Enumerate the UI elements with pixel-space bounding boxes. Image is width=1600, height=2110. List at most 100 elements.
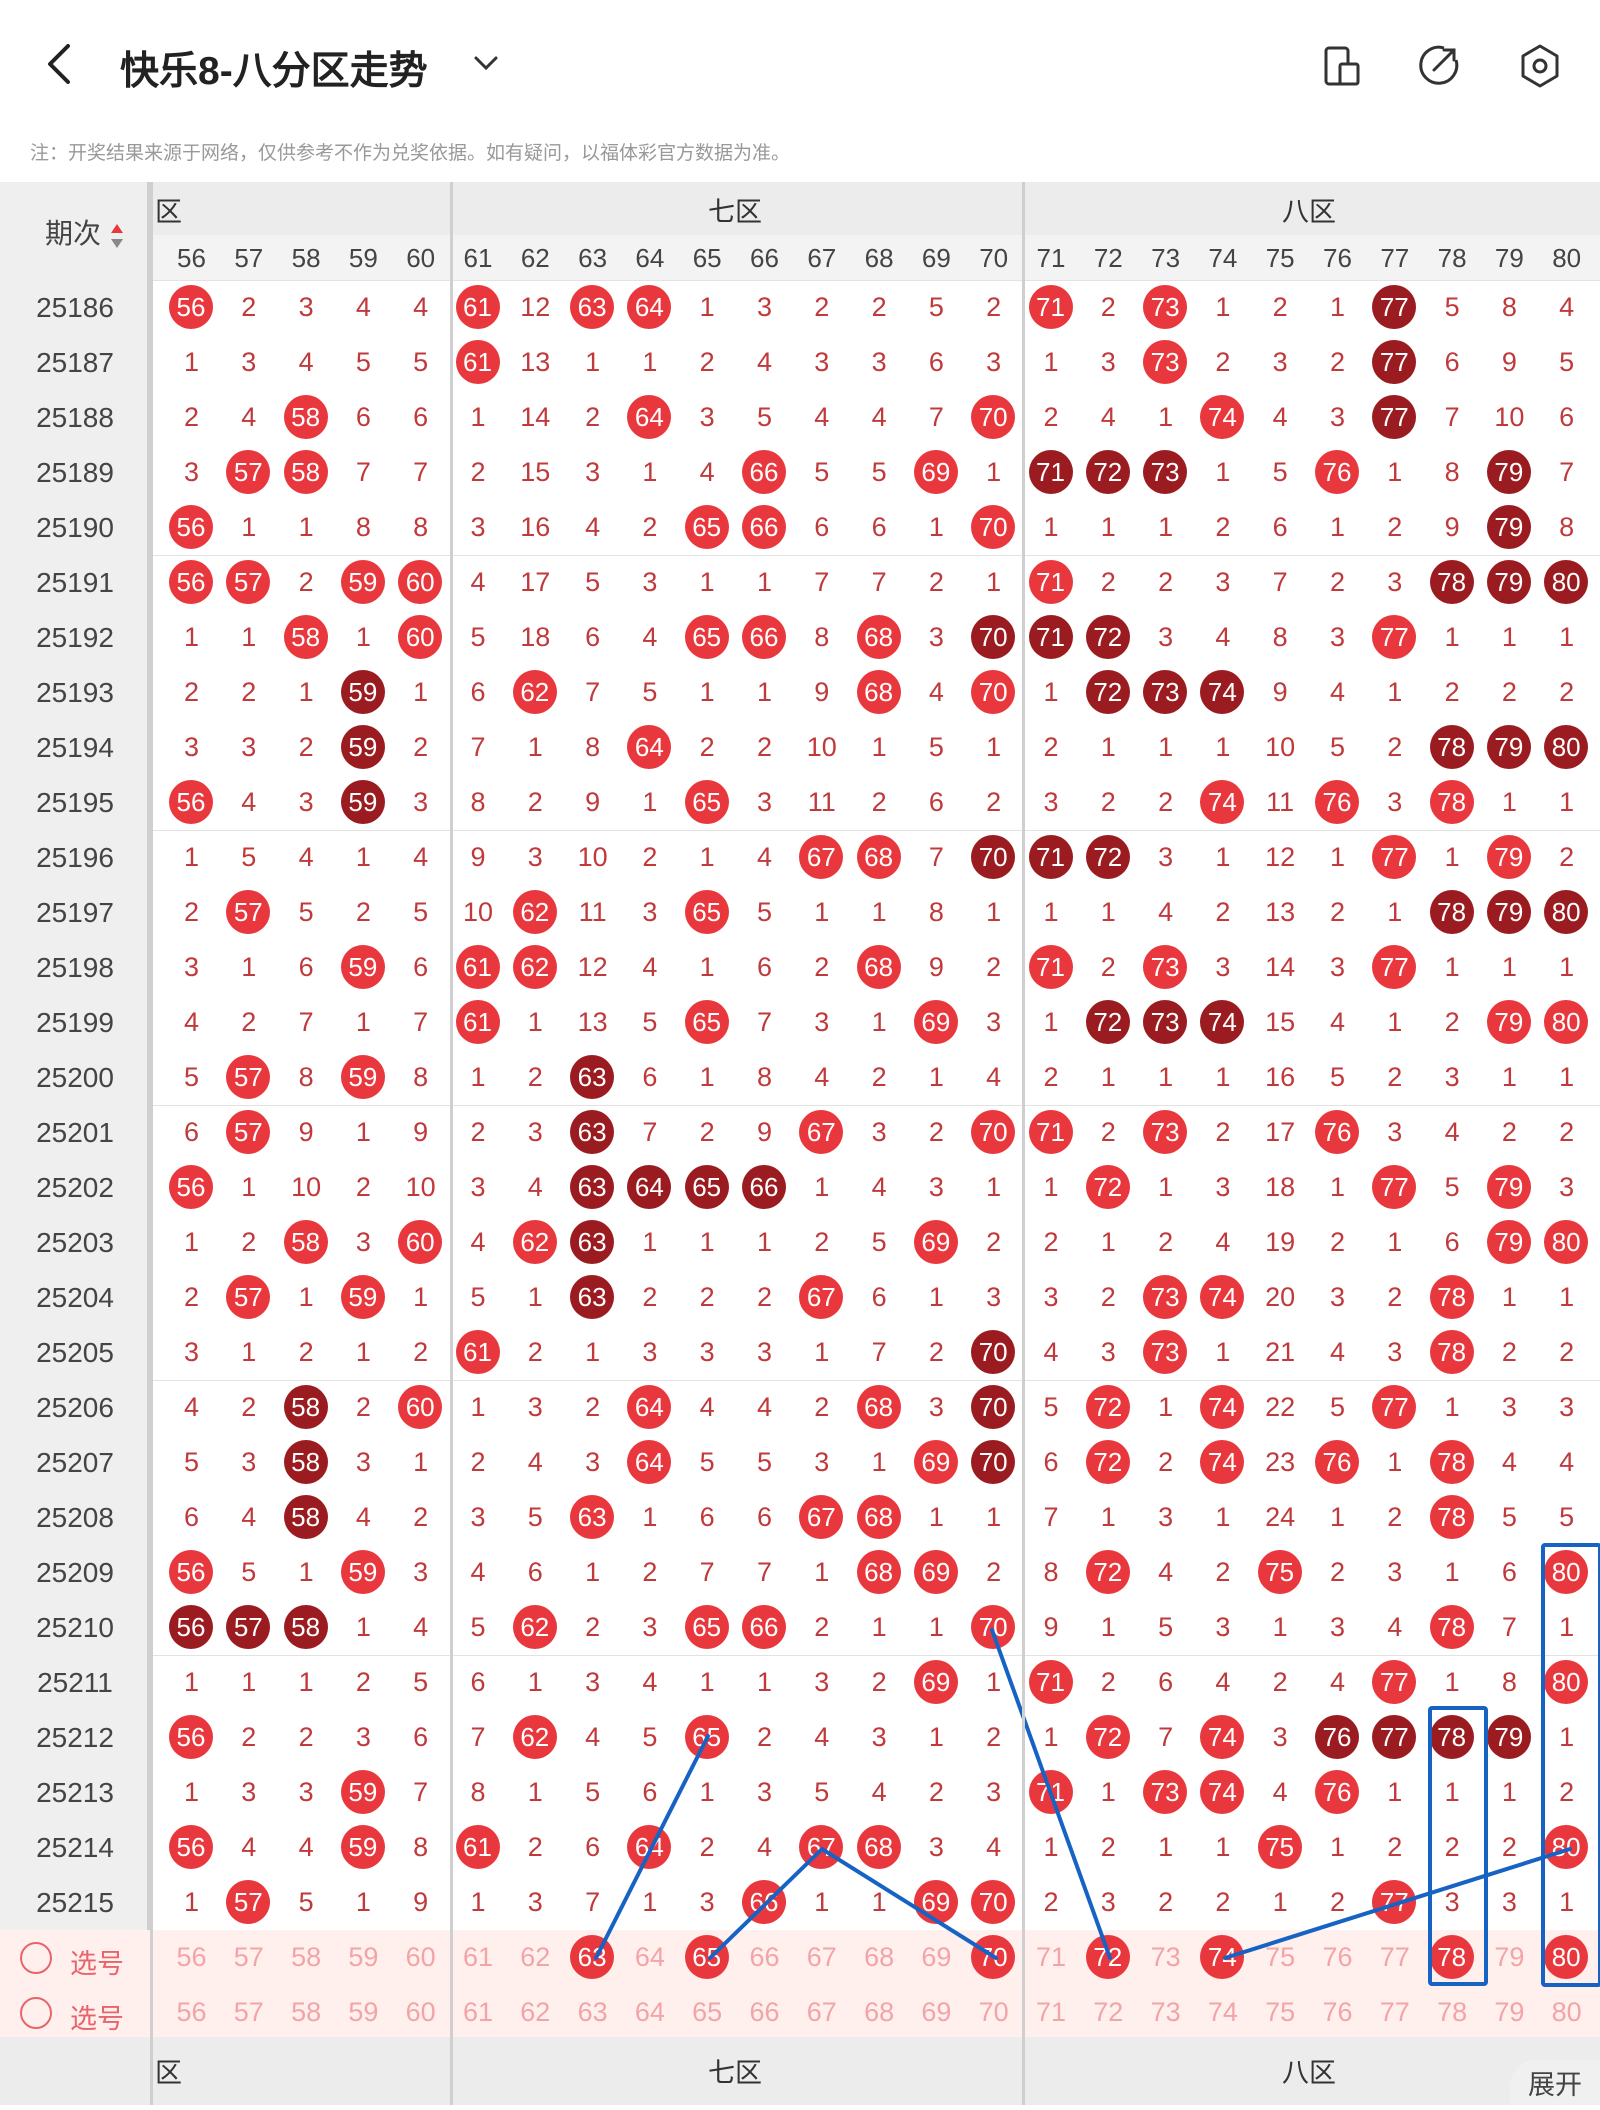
miss-count: 2: [1158, 567, 1174, 597]
selectable-number[interactable]: 64: [634, 1997, 665, 2027]
miss-count: 2: [470, 1117, 486, 1147]
selectable-number[interactable]: 71: [1035, 1997, 1067, 2027]
selected-number[interactable]: 63: [564, 1930, 621, 1985]
selectable-number[interactable]: 79: [1494, 1942, 1525, 1972]
number-ball: 58: [283, 615, 328, 659]
miss-count: 2: [1100, 1282, 1116, 1312]
miss-count: 3: [241, 347, 257, 377]
selectable-number[interactable]: 69: [921, 1997, 952, 2027]
selectable-number[interactable]: 68: [864, 1997, 895, 2027]
selectable-number[interactable]: 62: [520, 1942, 551, 1972]
selectable-number[interactable]: 58: [291, 1997, 322, 2027]
selectable-number[interactable]: 73: [1150, 1942, 1181, 1972]
selected-number[interactable]: 65: [679, 1930, 736, 1985]
selected-number[interactable]: 80: [1538, 1930, 1595, 1985]
selectable-number[interactable]: 65: [692, 1997, 723, 2027]
selectable-number[interactable]: 79: [1494, 1997, 1525, 2027]
miss-count: 5: [1329, 1062, 1346, 1092]
drawn-number-ball: 58: [278, 390, 335, 445]
selectable-number[interactable]: 80: [1551, 1997, 1582, 2027]
selectable-number[interactable]: 59: [348, 1942, 379, 1972]
back-arrow-icon[interactable]: [40, 42, 80, 86]
miss-count: 5: [756, 402, 773, 432]
selectable-number[interactable]: 71: [1035, 1942, 1067, 1972]
selected-number[interactable]: 74: [1194, 1930, 1251, 1985]
selectable-number[interactable]: 66: [749, 1997, 780, 2027]
selectable-number[interactable]: 61: [462, 1997, 494, 2027]
selected-number[interactable]: 70: [965, 1930, 1022, 1985]
miss-count: 1: [642, 1227, 658, 1257]
miss-count: 1: [814, 1337, 830, 1367]
number-ball: 78: [1429, 1935, 1474, 1979]
drawn-number-ball: 71: [1023, 1655, 1080, 1710]
selectable-number[interactable]: 70: [978, 1997, 1009, 2027]
selectable-number[interactable]: 67: [806, 1942, 837, 1972]
issue-column-header[interactable]: 期次: [45, 212, 125, 252]
selectable-number[interactable]: 72: [1093, 1997, 1124, 2027]
drawn-number-ball: 77: [1366, 335, 1423, 390]
selectable-number[interactable]: 63: [577, 1997, 608, 2027]
number-ball: 78: [1429, 1495, 1474, 1539]
number-ball: 74: [1200, 395, 1245, 439]
drawn-number-ball: 72: [1080, 1380, 1137, 1435]
settings-icon[interactable]: [1516, 42, 1564, 90]
drawn-number-ball: 70: [965, 1325, 1022, 1380]
selectable-number[interactable]: 67: [806, 1997, 837, 2027]
number-ball: 59: [340, 670, 385, 714]
drawn-number-ball: 68: [851, 1380, 908, 1435]
number-ball: 71: [1028, 1660, 1073, 1704]
miss-count: 1: [871, 732, 887, 762]
miss-count: 19: [1265, 1227, 1296, 1257]
selectable-number[interactable]: 77: [1379, 1997, 1410, 2027]
selectable-number[interactable]: 76: [1322, 1997, 1353, 2027]
miss-count: 1: [699, 1667, 715, 1697]
drawn-number-ball: 74: [1194, 1435, 1251, 1490]
select-radio[interactable]: [20, 1942, 52, 1974]
chevron-down-icon[interactable]: [470, 52, 502, 76]
number-ball: 70: [971, 835, 1016, 879]
selected-number[interactable]: 78: [1424, 1930, 1481, 1985]
share-icon[interactable]: [1414, 42, 1462, 90]
selectable-number[interactable]: 73: [1150, 1997, 1181, 2027]
miss-count: 1: [986, 1172, 1002, 1202]
selectable-number[interactable]: 75: [1265, 1942, 1296, 1972]
selectable-number[interactable]: 58: [291, 1942, 322, 1972]
layout-icon[interactable]: [1318, 42, 1366, 90]
selectable-number[interactable]: 76: [1322, 1942, 1353, 1972]
selectable-number[interactable]: 64: [634, 1942, 665, 1972]
drawn-number-ball: 71: [1023, 280, 1080, 335]
miss-count: 4: [1329, 1337, 1346, 1367]
selectable-number[interactable]: 62: [520, 1997, 551, 2027]
selectable-number[interactable]: 60: [405, 1942, 436, 1972]
miss-count: 1: [298, 1557, 314, 1587]
selectable-number[interactable]: 57: [233, 1997, 264, 2027]
miss-count: 5: [1444, 292, 1460, 322]
drawn-number-ball: 72: [1080, 445, 1137, 500]
selectable-number[interactable]: 75: [1265, 1997, 1296, 2027]
selectable-number[interactable]: 77: [1379, 1942, 1410, 1972]
selectable-number[interactable]: 74: [1207, 1997, 1238, 2027]
number-ball: 62: [512, 1605, 557, 1649]
miss-count: 3: [413, 1557, 429, 1587]
selectable-number[interactable]: 66: [749, 1942, 780, 1972]
expand-button[interactable]: 展开: [1510, 2060, 1600, 2105]
sort-icon[interactable]: [109, 221, 125, 251]
select-radio[interactable]: [20, 1997, 52, 2029]
selectable-number[interactable]: 69: [921, 1942, 952, 1972]
miss-count: 1: [355, 622, 371, 652]
selectable-number[interactable]: 68: [864, 1942, 895, 1972]
selectable-number[interactable]: 56: [176, 1997, 207, 2027]
selected-number[interactable]: 72: [1080, 1930, 1137, 1985]
drawn-number-ball: 80: [1538, 555, 1595, 610]
selectable-number[interactable]: 60: [405, 1997, 436, 2027]
miss-count: 2: [1387, 1062, 1403, 1092]
selectable-number[interactable]: 78: [1437, 1997, 1468, 2027]
miss-count: 2: [1559, 1337, 1575, 1367]
selectable-number[interactable]: 59: [348, 1997, 379, 2027]
drawn-number-ball: 59: [335, 1545, 392, 1600]
miss-count: 7: [1444, 402, 1460, 432]
selectable-number[interactable]: 61: [462, 1942, 494, 1972]
selectable-number[interactable]: 57: [233, 1942, 264, 1972]
selectable-number[interactable]: 56: [176, 1942, 207, 1972]
miss-count: 1: [355, 1612, 371, 1642]
